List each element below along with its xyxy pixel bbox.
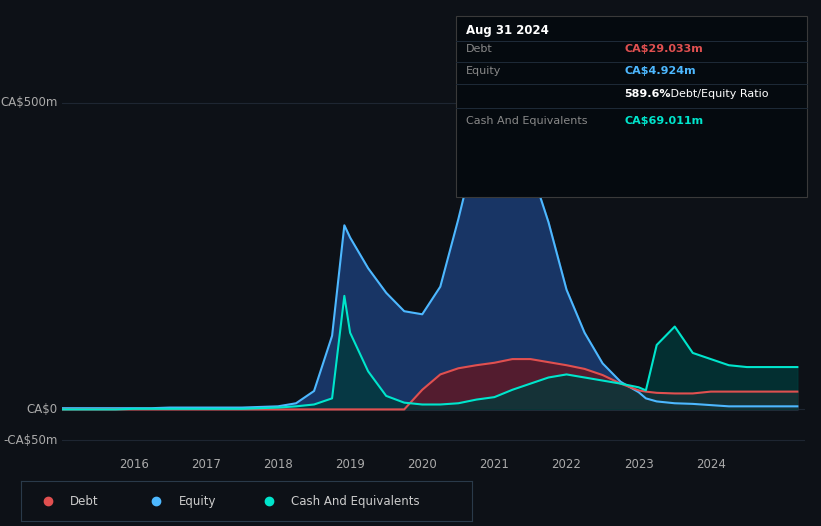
Text: CA$29.033m: CA$29.033m [624, 44, 703, 54]
Text: Equity: Equity [179, 494, 216, 508]
Text: Equity: Equity [466, 66, 501, 76]
Text: Cash And Equivalents: Cash And Equivalents [291, 494, 420, 508]
Text: Cash And Equivalents: Cash And Equivalents [466, 116, 587, 126]
Text: Aug 31 2024: Aug 31 2024 [466, 24, 548, 37]
Text: Debt: Debt [466, 44, 493, 54]
Text: CA$4.924m: CA$4.924m [624, 66, 696, 76]
Text: CA$69.011m: CA$69.011m [624, 116, 704, 126]
Text: -CA$50m: -CA$50m [3, 433, 57, 447]
Text: Debt: Debt [71, 494, 99, 508]
Text: CA$500m: CA$500m [1, 96, 57, 109]
Text: CA$0: CA$0 [27, 403, 57, 416]
Text: Debt/Equity Ratio: Debt/Equity Ratio [667, 88, 768, 99]
Text: 589.6%: 589.6% [624, 88, 671, 99]
